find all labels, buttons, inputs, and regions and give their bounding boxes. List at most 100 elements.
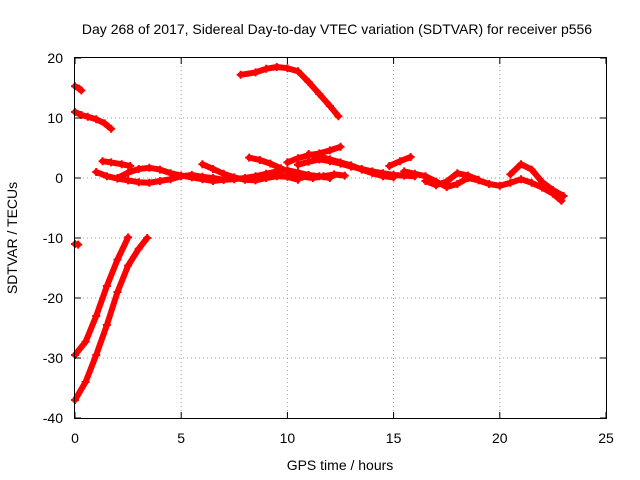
data-point [453, 180, 462, 188]
data-point [294, 67, 303, 76]
series-trace [401, 168, 565, 204]
data-point [124, 261, 133, 270]
data-point [113, 255, 122, 264]
x-tick-label: 20 [492, 430, 508, 446]
data-point [347, 161, 356, 170]
x-axis-label: GPS time / hours [287, 457, 394, 473]
data-point [357, 165, 366, 174]
data-point [304, 78, 313, 86]
x-tick-label: 10 [280, 430, 296, 446]
series-arc-13 [400, 167, 566, 205]
series-arc-3 [236, 63, 343, 121]
data-point [517, 160, 526, 169]
data-point [155, 177, 164, 185]
series-trace [72, 235, 151, 403]
chart-title: Day 268 of 2017, Sidereal Day-to-day VTE… [82, 21, 592, 37]
y-axis-label: SDTVAR / TECUs [4, 182, 20, 294]
x-tick-label: 5 [177, 430, 185, 446]
data-point [368, 169, 377, 178]
data-point [325, 102, 334, 110]
data-point [517, 175, 526, 184]
data-point [304, 157, 313, 166]
data-point [102, 282, 111, 290]
x-tick-label: 15 [386, 430, 402, 446]
data-point [124, 176, 133, 185]
data-point [209, 165, 218, 173]
data-point [107, 124, 116, 133]
data-point [134, 178, 143, 187]
data-point [410, 169, 419, 178]
data-point [100, 119, 109, 128]
data-point [113, 174, 122, 182]
data-point [177, 171, 186, 180]
data-point [336, 158, 345, 167]
data-point [308, 174, 317, 182]
data-point [325, 155, 334, 164]
data-point [81, 378, 90, 386]
y-tick-label: -30 [43, 350, 63, 366]
x-tick-label: 0 [71, 430, 79, 446]
data-point [272, 172, 281, 181]
x-tick-labels: 0 5 10 15 20 25 [71, 430, 614, 446]
data-point [272, 63, 281, 71]
data-point [283, 158, 292, 167]
data-point [463, 171, 472, 180]
data-point [421, 177, 430, 185]
data-point [134, 165, 143, 173]
series-arc-14 [421, 169, 483, 190]
data-point [319, 172, 328, 181]
y-tick-label: 20 [47, 50, 63, 66]
data-point [198, 175, 207, 184]
data-point [559, 192, 568, 200]
y-tick-label: -40 [43, 410, 63, 426]
data-point [506, 170, 515, 179]
data-point [485, 180, 494, 188]
data-point [143, 234, 152, 242]
data-point [198, 160, 207, 169]
data-point [77, 111, 86, 119]
data-point [474, 175, 483, 184]
data-point [255, 156, 264, 164]
data-point [325, 146, 334, 155]
data-point [92, 115, 101, 124]
data-point [209, 177, 218, 185]
series-arc-6 [113, 163, 228, 185]
data-point [432, 181, 441, 190]
data-point [134, 244, 143, 253]
data-point [145, 178, 154, 187]
series-trace [237, 64, 342, 120]
data-point [304, 150, 313, 158]
data-point [251, 176, 260, 185]
data-point [113, 288, 122, 296]
data-point [506, 178, 515, 187]
data-point [400, 167, 409, 176]
y-tick-label: 10 [47, 110, 63, 126]
data-point [395, 157, 404, 166]
series-arc-11 [304, 150, 398, 182]
axis-ticks [74, 57, 607, 419]
data-point [336, 142, 345, 151]
data-point [287, 169, 296, 178]
data-point [262, 174, 271, 182]
data-point [283, 64, 292, 73]
data-point [155, 165, 164, 174]
y-tick-label: -10 [43, 230, 63, 246]
plot-frame [74, 57, 607, 419]
data-point [262, 64, 271, 73]
data-point [124, 168, 133, 177]
data-point [117, 160, 126, 169]
data-point [102, 321, 111, 329]
data-point [92, 351, 101, 359]
data-point [495, 181, 504, 190]
data-point [83, 112, 92, 121]
data-point [389, 173, 398, 182]
series-trace [72, 234, 132, 358]
series-trace [199, 161, 301, 184]
series-arc-16 [71, 240, 83, 249]
data-point [330, 170, 339, 179]
data-point [92, 312, 101, 320]
data-point [298, 172, 307, 181]
series-arc-12 [385, 153, 415, 170]
data-point [236, 70, 245, 79]
